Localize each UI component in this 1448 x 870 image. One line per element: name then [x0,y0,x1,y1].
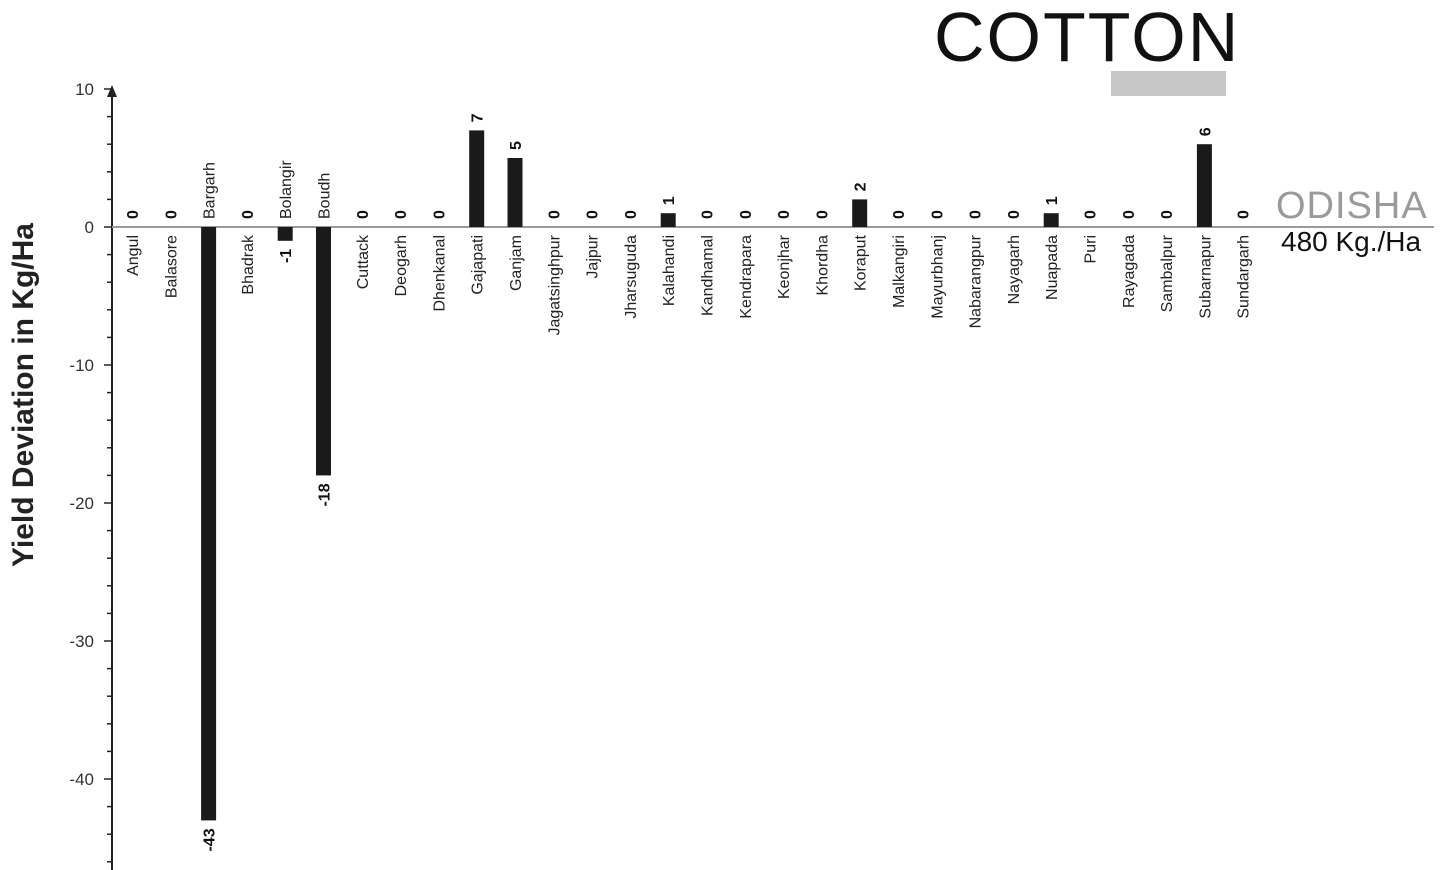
value-label: -43 [202,828,219,851]
value-label: 0 [776,210,793,219]
bars [201,130,1212,821]
bar [852,199,868,227]
value-label: 0 [355,210,372,219]
category-label: Jajpur [585,234,602,278]
value-label: 0 [738,210,755,219]
category-label: Koraput [853,234,870,291]
value-label: 0 [431,210,448,219]
title-underline-bar [1111,71,1226,96]
value-label: 0 [891,210,908,219]
category-label: Cuttack [355,234,372,289]
bar [469,130,485,227]
value-label: 7 [470,113,487,122]
value-label: 0 [1159,210,1176,219]
y-tick-label: 0 [85,218,94,237]
value-label: -18 [317,483,334,506]
value-label: 0 [929,210,946,219]
y-tick-label: -40 [69,770,94,789]
category-label: Khordha [814,235,831,296]
bar [277,227,293,241]
bar [1196,144,1212,227]
value-label: 0 [814,210,831,219]
value-label: 2 [853,182,870,191]
y-tick-label: -30 [69,632,94,651]
bar [660,213,676,227]
value-label: 0 [125,210,142,219]
category-label: Bargarh [202,162,219,219]
y-tick-label: 10 [75,80,94,99]
category-label: Bolangir [278,160,295,219]
value-label: 0 [546,210,563,219]
value-label: 0 [1121,210,1138,219]
category-label: Subarnapur [1197,234,1214,318]
y-tick-label: -10 [69,356,94,375]
category-label: Keonjhar [776,234,793,299]
value-label: 0 [585,210,602,219]
y-axis-arrow [107,85,117,97]
category-label: Mayurbhanj [929,235,946,319]
value-label: 5 [508,141,525,150]
y-tick-label: -20 [69,494,94,513]
value-label: 6 [1197,127,1214,136]
category-label: Kandhamal [700,235,717,316]
category-label: Nabarangpur [968,234,985,328]
value-label: 0 [968,210,985,219]
bar [507,158,523,227]
y-axis-label: Yield Deviation in Kg/Ha [7,223,40,567]
labels: 0 Angul 0 Balasore -43 Bargarh 0 Bhadrak -1 Bolan… [125,113,1253,851]
chart-title: COTTON [934,0,1241,76]
category-label: Deogarh [393,235,410,296]
value-label: -1 [278,249,295,263]
category-label: Malkangiri [891,235,908,308]
value-label: 0 [1236,210,1253,219]
category-label: Nuapada [1044,235,1061,300]
bar [1043,213,1059,227]
value-label: 0 [393,210,410,219]
category-label: Nayagarh [1006,235,1023,304]
value-label: 1 [661,196,678,205]
value-label: 1 [1044,196,1061,205]
category-label: Sundargarh [1236,235,1253,319]
category-label: Angul [125,235,142,276]
state-average: 480 Kg./Ha [1281,226,1422,257]
value-label: 0 [1006,210,1023,219]
category-label: Balasore [163,235,180,298]
category-label: Rayagada [1121,235,1138,308]
bar [316,227,331,476]
category-label: Bhadrak [240,234,257,295]
category-label: Sambalpur [1159,234,1176,312]
category-label: Gajapati [470,235,487,295]
axes: 100-10-20-30-40 [69,80,1434,870]
category-label: Jagatsinghpur [546,234,563,335]
category-label: Kendrapara [738,235,755,319]
value-label: 0 [1083,210,1100,219]
value-label: 0 [623,210,640,219]
category-label: Dhenkanal [431,235,448,312]
value-label: 0 [700,210,717,219]
category-label: Jharsuguda [623,235,640,319]
state-label-rule [1277,226,1434,228]
value-label: 0 [240,210,257,219]
category-label: Puri [1083,235,1100,263]
category-label: Boudh [317,173,334,219]
category-label: Ganjam [508,235,525,291]
category-label: Kalahandi [661,235,678,306]
value-label: 0 [163,210,180,219]
state-label: ODISHA [1276,185,1428,227]
bar [201,227,217,821]
